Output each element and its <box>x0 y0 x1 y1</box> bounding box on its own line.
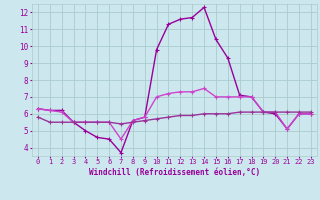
X-axis label: Windchill (Refroidissement éolien,°C): Windchill (Refroidissement éolien,°C) <box>89 168 260 177</box>
